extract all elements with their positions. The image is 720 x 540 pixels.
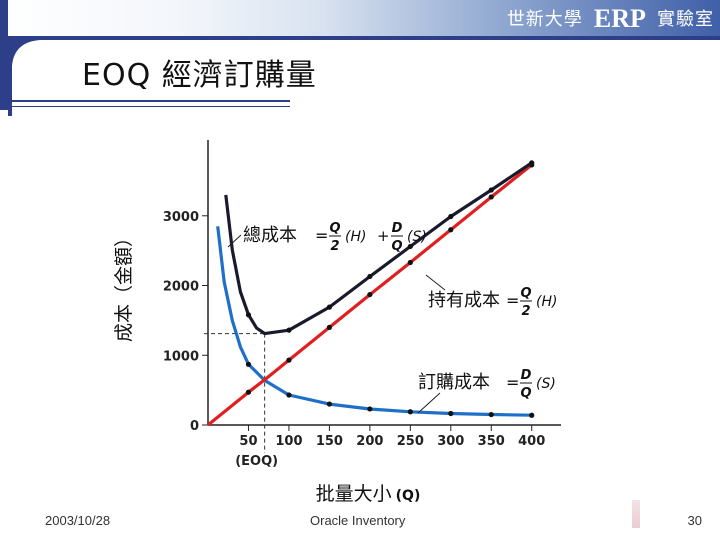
holding-cost-numerator: Q [520,286,531,301]
y-axis-label: 成本（金額） [113,228,135,342]
holding-cost-point [326,324,332,330]
total-cost-factor: (H) [345,229,366,245]
x-tick-label: 50 [239,434,257,449]
holding-cost-label: 持有成本 = Q 2 (H) [425,274,557,319]
eoq-chart: 0 1000 2000 3000 50 100 150 200 250 300 350 400 成本… [113,140,561,505]
x-tick-label: 150 [316,434,343,449]
ordering-cost-denominator: Q [520,386,531,401]
ordering-cost-point [286,392,292,398]
side-watermark [632,500,640,528]
ordering-cost-equals: = [506,373,519,392]
holding-cost-factor: (H) [536,294,557,310]
total-cost-label: 總成本 = Q2(H) + DQ(S) [227,221,427,254]
total-cost-factor: (S) [407,229,427,245]
chart-series [206,160,535,427]
x-axis-label: 批量大小 (Q) [316,483,421,505]
title-rule [0,100,290,102]
ordering-cost-point [367,406,373,412]
y-ticks: 0 1000 2000 3000 [163,210,208,434]
holding-cost-point [286,357,292,363]
holding-cost-equals: = [506,291,519,310]
total-cost-point [326,304,332,310]
ordering-cost-point [245,361,252,367]
holding-cost-denominator: 2 [521,304,530,319]
x-axis-label-symbol: (Q) [396,488,421,504]
holding-cost-pointer [425,274,446,291]
total-cost-plus: + [377,227,390,245]
eoq-tick-label: (EOQ) [235,454,278,469]
holding-cost-point [488,194,494,200]
chart-axes [207,140,561,426]
x-tick-label: 250 [397,434,424,449]
x-tick-label: 100 [275,434,302,449]
slide-title: EOQ 經濟訂購量 [82,58,317,93]
total-cost-point [529,160,535,166]
holding-cost-point [245,389,252,395]
ordering-cost-point [448,410,454,417]
total-cost-point [286,327,292,333]
ordering-cost-factor: (S) [536,376,556,392]
total-cost-name: 總成本 [243,225,297,246]
ordering-cost-name: 訂購成本 [418,372,490,393]
total-cost-pointer [227,234,242,248]
y-tick-label: 3000 [163,210,199,225]
brand-block: 世新大學 ERP 實驗室 [507,4,714,34]
ordering-cost-point [529,412,535,418]
total-cost-point [488,187,494,193]
header-gradient [0,0,720,36]
ordering-cost-label: 訂購成本 = DQ (S) [417,368,556,414]
page-number: 30 [687,513,702,528]
total-cost-point [448,213,454,220]
total-cost-point [245,312,252,318]
total-cost-numerator: Q [329,221,340,236]
x-tick-label: 200 [356,434,383,449]
y-tick-label: 0 [190,419,199,434]
x-tick-label: 350 [478,434,505,449]
eoq-guides [204,333,266,453]
ordering-cost-pointer [417,392,441,414]
left-accent-strip [0,0,8,110]
ordering-cost-formula: = DQ (S) [506,368,556,401]
holding-cost-point [407,259,413,266]
holding-cost-formula: = Q 2 (H) [506,286,557,319]
holding-cost-point [367,291,373,298]
x-tick-label: 300 [437,434,464,449]
brand-lab: 實驗室 [657,9,714,30]
total-cost-denominator: Q [391,239,402,254]
holding-cost-line [206,163,533,427]
holding-cost-point [448,227,454,233]
x-axis-label-text: 批量大小 [316,483,392,505]
ordering-cost-point [407,409,413,415]
ordering-cost-numerator: D [521,368,532,383]
brand-erp: ERP [593,4,646,33]
footer-center: Oracle Inventory [310,513,406,528]
x-ticks: 50 100 150 200 250 300 350 400 [239,425,545,449]
ordering-cost-point [326,401,332,407]
y-tick-label: 1000 [163,349,199,364]
total-cost-formula: = Q2(H) + DQ(S) [315,221,427,254]
total-cost-equals: = [315,226,328,245]
total-cost-point [367,273,373,280]
footer-date: 2003/10/28 [45,513,111,528]
title-rule-thin [0,106,290,107]
x-tick-label: 400 [518,434,545,449]
total-cost-denominator: 2 [330,239,339,254]
total-cost-point [407,243,413,250]
brand-school: 世新大學 [506,9,583,30]
ordering-cost-point [488,411,494,418]
y-tick-label: 2000 [163,280,199,295]
total-cost-numerator: D [392,221,403,236]
holding-cost-name: 持有成本 [428,290,500,311]
